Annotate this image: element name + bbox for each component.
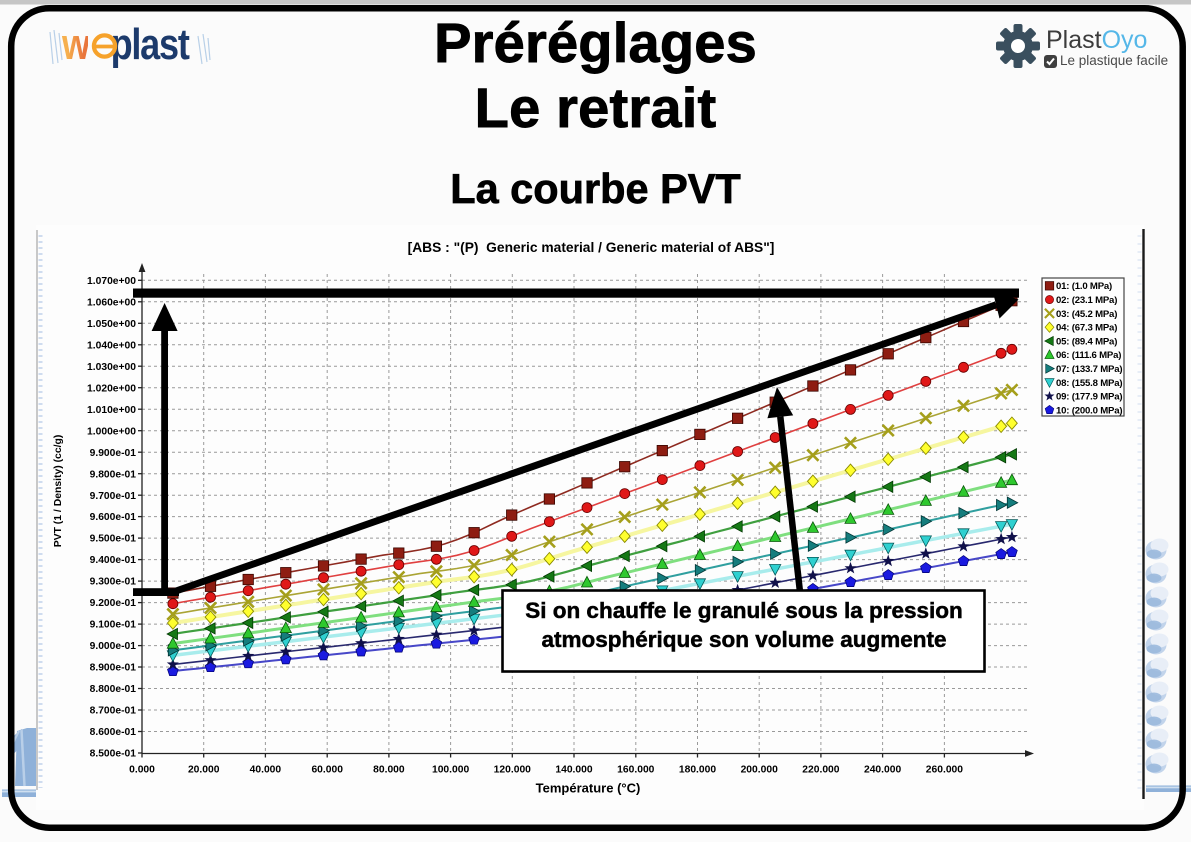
svg-text:01: (1.0 MPa): 01: (1.0 MPa) bbox=[1056, 281, 1112, 292]
svg-text:9.000e-01: 9.000e-01 bbox=[90, 641, 137, 652]
svg-text:02: (23.1 MPa): 02: (23.1 MPa) bbox=[1056, 295, 1117, 306]
svg-text:40.000: 40.000 bbox=[250, 765, 282, 776]
svg-text:9.800e-01: 9.800e-01 bbox=[90, 469, 137, 480]
svg-text:8.500e-01: 8.500e-01 bbox=[90, 749, 137, 760]
svg-text:[ABS : "(P) Generic material: [ABS : "(P) Generic material / Generic m… bbox=[408, 240, 775, 255]
svg-text:9.600e-01: 9.600e-01 bbox=[90, 512, 137, 523]
svg-text:1.020e+00: 1.020e+00 bbox=[87, 383, 136, 394]
svg-text:8.900e-01: 8.900e-01 bbox=[90, 663, 137, 674]
svg-text:1.050e+00: 1.050e+00 bbox=[87, 319, 136, 330]
svg-text:9.100e-01: 9.100e-01 bbox=[90, 620, 137, 631]
svg-text:180.000: 180.000 bbox=[679, 765, 716, 776]
svg-text:9.900e-01: 9.900e-01 bbox=[90, 448, 137, 459]
svg-text:1.030e+00: 1.030e+00 bbox=[87, 362, 136, 373]
svg-text:200.000: 200.000 bbox=[741, 765, 778, 776]
svg-text:240.000: 240.000 bbox=[864, 765, 901, 776]
svg-text:60.000: 60.000 bbox=[311, 765, 343, 776]
svg-text:10: (200.0 MPa): 10: (200.0 MPa) bbox=[1056, 405, 1122, 416]
svg-text:0.000: 0.000 bbox=[129, 765, 155, 776]
svg-text:9.400e-01: 9.400e-01 bbox=[90, 555, 137, 566]
svg-text:8.700e-01: 8.700e-01 bbox=[90, 706, 137, 717]
svg-text:1.040e+00: 1.040e+00 bbox=[87, 340, 136, 351]
svg-text:120.000: 120.000 bbox=[494, 765, 531, 776]
svg-text:220.000: 220.000 bbox=[802, 765, 839, 776]
svg-text:PVT (1 / Density) (cc/g): PVT (1 / Density) (cc/g) bbox=[53, 435, 64, 548]
svg-text:1.070e+00: 1.070e+00 bbox=[87, 276, 136, 287]
svg-text:1.060e+00: 1.060e+00 bbox=[87, 297, 136, 308]
svg-text:20.000: 20.000 bbox=[188, 765, 220, 776]
svg-text:160.000: 160.000 bbox=[617, 765, 654, 776]
svg-text:140.000: 140.000 bbox=[555, 765, 592, 776]
svg-text:06: (111.6 MPa): 06: (111.6 MPa) bbox=[1056, 350, 1121, 361]
svg-text:9.700e-01: 9.700e-01 bbox=[90, 491, 137, 502]
svg-text:260.000: 260.000 bbox=[926, 765, 963, 776]
svg-text:1.000e+00: 1.000e+00 bbox=[87, 426, 136, 437]
svg-text:Température (°C): Température (°C) bbox=[536, 781, 641, 796]
svg-text:9.500e-01: 9.500e-01 bbox=[90, 534, 137, 545]
svg-text:9.200e-01: 9.200e-01 bbox=[90, 598, 137, 609]
svg-text:1.010e+00: 1.010e+00 bbox=[87, 405, 136, 416]
svg-text:80.000: 80.000 bbox=[373, 765, 405, 776]
svg-text:100.000: 100.000 bbox=[432, 765, 469, 776]
svg-text:atmosphérique son volume augme: atmosphérique son volume augmente bbox=[541, 627, 946, 652]
svg-text:04: (67.3 MPa): 04: (67.3 MPa) bbox=[1056, 323, 1117, 334]
svg-text:9.300e-01: 9.300e-01 bbox=[90, 577, 137, 588]
svg-text:05: (89.4 MPa): 05: (89.4 MPa) bbox=[1056, 336, 1117, 347]
svg-text:Si on chauffe le granulé sous: Si on chauffe le granulé sous la pressio… bbox=[525, 598, 963, 623]
svg-text:8.600e-01: 8.600e-01 bbox=[90, 727, 137, 738]
svg-text:07: (133.7 MPa): 07: (133.7 MPa) bbox=[1056, 364, 1122, 375]
svg-text:09: (177.9 MPa): 09: (177.9 MPa) bbox=[1056, 392, 1122, 403]
svg-text:08: (155.8 MPa): 08: (155.8 MPa) bbox=[1056, 378, 1122, 389]
svg-text:03: (45.2 MPa): 03: (45.2 MPa) bbox=[1056, 309, 1117, 320]
svg-text:8.800e-01: 8.800e-01 bbox=[90, 684, 137, 695]
